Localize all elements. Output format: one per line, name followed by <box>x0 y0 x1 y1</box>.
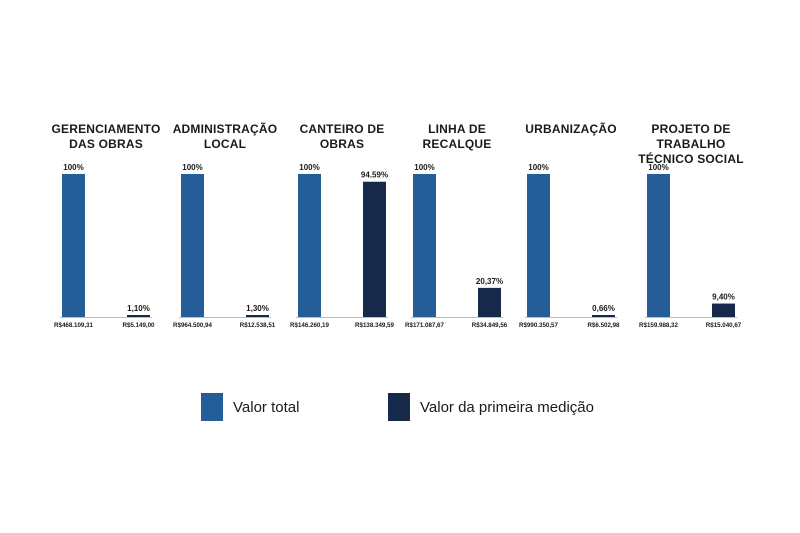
chart-title-line: GERENCIAMENTO <box>51 122 161 136</box>
data-label-percent: 100% <box>63 163 83 172</box>
legend-total-label: Valor total <box>233 398 300 416</box>
chart-title-line: PROJETO DE TRABALHO <box>651 122 731 151</box>
chart-panel-1: 100% R$468.109,31 1,10% R$5.149,00 <box>54 163 155 329</box>
amount-label: R$6.502,98 <box>588 322 621 329</box>
amount-label: R$159.988,32 <box>639 322 678 329</box>
data-label-percent: 100% <box>648 163 668 172</box>
chart-title: PROJETO DE TRABALHO TÉCNICO SOCIAL <box>616 122 766 167</box>
data-label-percent: 20,37% <box>476 277 503 286</box>
bar-primeira-medicao <box>712 303 735 317</box>
amount-label: R$15.040,67 <box>706 322 742 329</box>
amount-label: R$964.500,94 <box>173 322 212 329</box>
bar-primeira-medicao <box>592 315 615 317</box>
chart-title: LINHA DE RECALQUE <box>382 122 532 152</box>
data-label-percent: 1,30% <box>246 304 269 313</box>
amount-label: R$12.538,51 <box>240 322 276 329</box>
chart-panel-2: 100% R$964.500,94 1,30% R$12.538,51 <box>173 163 276 329</box>
amount-label: R$146.260,19 <box>290 322 329 329</box>
bar-valor-total <box>647 174 670 317</box>
bar-primeira-medicao <box>363 181 386 317</box>
amount-label: R$990.350,57 <box>519 322 558 329</box>
chart-title: ADMINISTRAÇÃO LOCAL <box>150 122 300 152</box>
chart-title: URBANIZAÇÃO <box>496 122 646 137</box>
chart-panel-5: 100% R$990.350,57 0,66% R$6.502,98 <box>519 163 620 329</box>
bar-valor-total <box>527 174 550 317</box>
chart-title-line: LINHA DE <box>428 122 486 136</box>
chart-title-line: TÉCNICO SOCIAL <box>638 152 744 166</box>
amount-label: R$468.109,31 <box>54 322 93 329</box>
bar-valor-total <box>181 174 204 317</box>
data-label-percent: 100% <box>528 163 548 172</box>
data-label-percent: 100% <box>414 163 434 172</box>
chart-title-line: URBANIZAÇÃO <box>525 122 617 136</box>
bar-valor-total <box>413 174 436 317</box>
data-label-percent: 100% <box>182 163 202 172</box>
chart-panel-4: 100% R$171.087,67 20,37% R$34.849,56 <box>405 163 508 329</box>
data-label-percent: 100% <box>299 163 319 172</box>
bar-valor-total <box>62 174 85 317</box>
legend-first: Valor da primeira medição <box>388 393 594 421</box>
bar-primeira-medicao <box>478 287 501 317</box>
data-label-percent: 94.59% <box>361 171 388 180</box>
data-label-percent: 1,10% <box>127 304 150 313</box>
data-label-percent: 9,40% <box>712 293 735 302</box>
chart-title: GERENCIAMENTO DAS OBRAS <box>31 122 181 152</box>
chart-title-line: LOCAL <box>203 137 247 151</box>
amount-label: R$34.849,56 <box>472 322 508 329</box>
amount-label: R$171.087,67 <box>405 322 444 329</box>
data-label-percent: 0,66% <box>592 304 615 313</box>
chart-title-line: DAS OBRAS <box>69 137 143 151</box>
legend-total: Valor total <box>201 393 299 421</box>
legend-first-swatch <box>388 393 410 421</box>
amount-label: R$138.349,59 <box>355 322 394 329</box>
bar-valor-total <box>298 174 321 317</box>
chart-panel-6: 100% R$159.988,32 9,40% R$15.040,67 <box>639 163 742 329</box>
bar-primeira-medicao <box>127 315 150 317</box>
chart-title-line: CANTEIRO DE <box>299 122 385 136</box>
amount-label: R$5.149,00 <box>123 322 156 329</box>
legend-first-label: Valor da primeira medição <box>420 398 594 416</box>
chart-title-line: OBRAS <box>319 137 365 151</box>
chart-title-line: RECALQUE <box>422 137 492 151</box>
legend-total-swatch <box>201 393 223 421</box>
chart-panel-3: 100% R$146.260,19 94.59% R$138.349,59 <box>290 163 394 329</box>
chart-title: CANTEIRO DE OBRAS <box>267 122 417 152</box>
bar-primeira-medicao <box>246 315 269 317</box>
chart-title-line: ADMINISTRAÇÃO <box>172 122 278 136</box>
